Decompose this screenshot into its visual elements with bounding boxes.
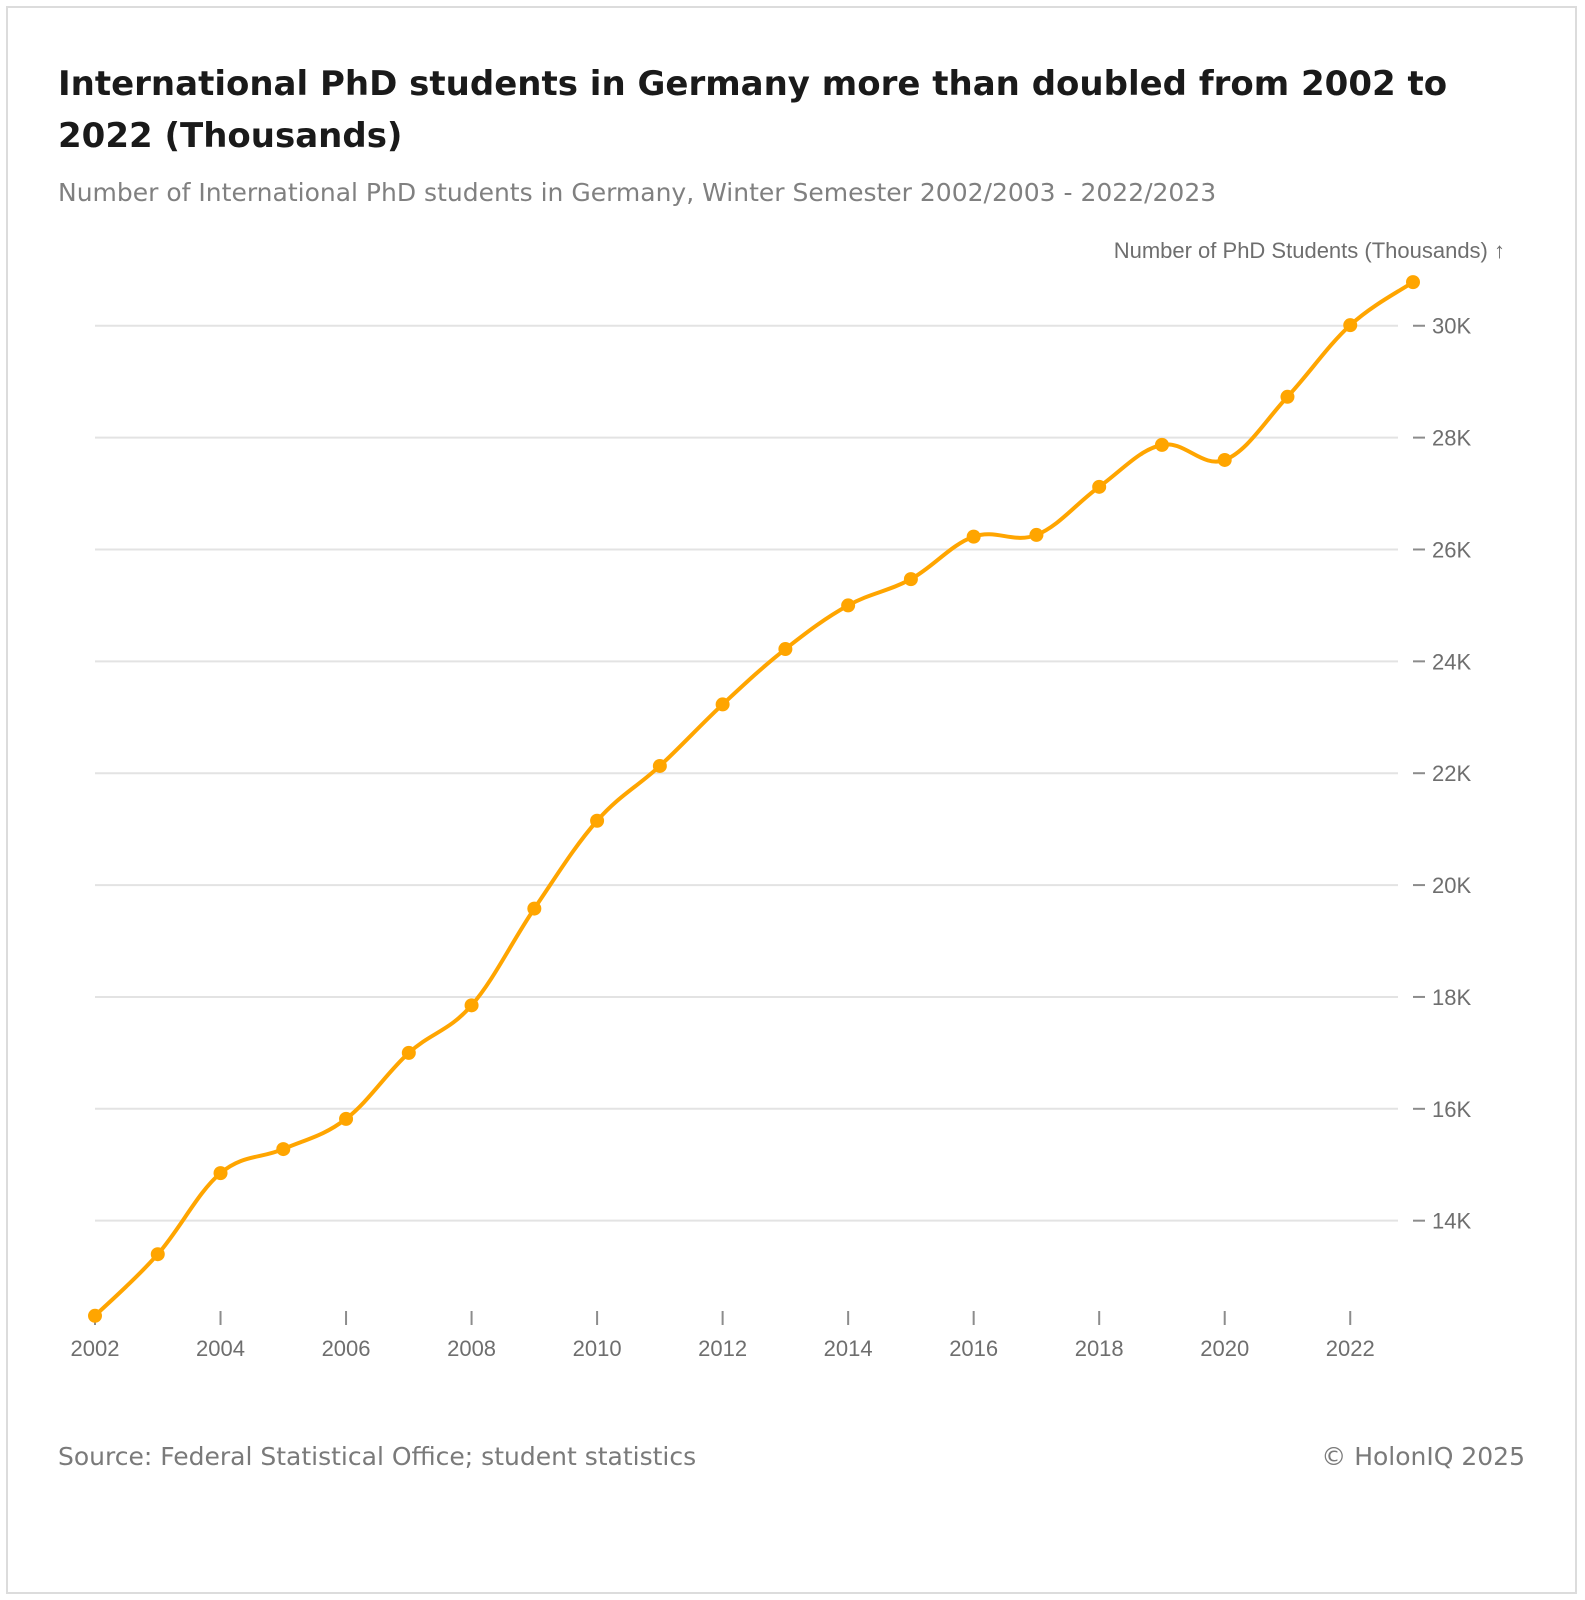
data-point[interactable] [1217, 452, 1232, 467]
data-point[interactable] [1406, 275, 1420, 290]
y-tick-label: 22K [1432, 761, 1471, 786]
y-axis: 14K 16K 18K 20K 22K 24K 26K 28K 30K [1413, 314, 1471, 1234]
x-tick-label: 2018 [1075, 1336, 1124, 1361]
y-tick-label: 24K [1432, 649, 1471, 674]
y-tick-label: 14K [1432, 1209, 1471, 1234]
x-tick-label: 2002 [71, 1336, 120, 1361]
data-point[interactable] [527, 901, 542, 916]
data-point[interactable] [339, 1111, 354, 1126]
data-point[interactable] [1092, 479, 1107, 494]
data-point[interactable] [1343, 318, 1358, 333]
y-tick-label: 26K [1432, 537, 1471, 562]
data-point[interactable] [841, 598, 856, 613]
chart-subtitle: Number of International PhD students in … [58, 178, 1217, 207]
y-tick-label: 28K [1432, 426, 1471, 451]
source-note: Source: Federal Statistical Office; stud… [58, 1442, 697, 1471]
data-point[interactable] [778, 642, 793, 657]
series [88, 275, 1420, 1323]
x-tick-label: 2008 [447, 1336, 496, 1361]
x-tick-label: 2010 [573, 1336, 622, 1361]
x-tick-label: 2014 [824, 1336, 873, 1361]
data-point[interactable] [652, 758, 667, 773]
data-point[interactable] [1154, 437, 1169, 452]
data-point[interactable] [464, 998, 479, 1013]
x-tick-label: 2012 [698, 1336, 747, 1361]
x-tick-label: 2022 [1326, 1336, 1375, 1361]
y-tick-label: 18K [1432, 985, 1471, 1010]
data-point[interactable] [150, 1247, 165, 1262]
data-point[interactable] [401, 1045, 416, 1060]
x-tick-label: 2016 [949, 1336, 998, 1361]
y-tick-label: 30K [1432, 314, 1471, 339]
data-point[interactable] [88, 1308, 102, 1323]
x-tick-label: 2006 [322, 1336, 371, 1361]
data-point[interactable] [590, 813, 605, 828]
chart-title: International PhD students in Germany mo… [58, 64, 1448, 156]
data-point[interactable] [213, 1166, 228, 1181]
data-point[interactable] [276, 1142, 291, 1157]
data-point[interactable] [715, 697, 730, 712]
y-tick-label: 16K [1432, 1097, 1471, 1122]
x-tick-label: 2004 [196, 1336, 245, 1361]
data-point[interactable] [1029, 527, 1044, 542]
series-line [93, 280, 1415, 1318]
y-tick-label: 20K [1432, 873, 1471, 898]
gridlines [95, 324, 1398, 1222]
x-tick-label: 2020 [1200, 1336, 1249, 1361]
x-axis: 2002 2004 2006 2008 2010 2012 2014 2016 2018 2020… [71, 1311, 1375, 1361]
data-point[interactable] [903, 572, 918, 587]
data-point[interactable] [966, 529, 981, 544]
copyright-note: © HolonIQ 2025 [1321, 1442, 1525, 1471]
chart-card [6, 6, 1577, 1594]
data-point[interactable] [1280, 389, 1295, 404]
y-axis-title: Number of PhD Students (Thousands) ↑ [1114, 238, 1505, 263]
